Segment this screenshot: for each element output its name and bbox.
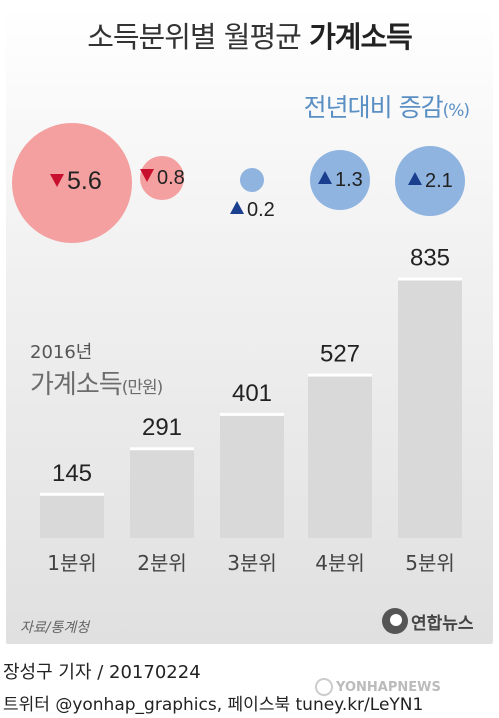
change-bubble-1: [12, 123, 132, 243]
bar-5: [398, 277, 462, 538]
change-label-1: 5.6: [67, 167, 102, 195]
change-label-4: 1.3: [335, 169, 363, 191]
chart-title: 소득분위별 월평균 가계소득: [0, 14, 499, 56]
bar-1: [40, 492, 104, 538]
increase-marker-icon-4: [318, 171, 332, 184]
change-bubble-5: [395, 146, 465, 216]
bar-4: [308, 373, 372, 538]
watermark: YONHAPNEWS: [315, 678, 441, 696]
income-name: 가계소득(만원): [30, 370, 164, 400]
change-label-2: 0.8: [157, 167, 185, 189]
change-bubble-4: [310, 150, 370, 210]
income-unit: (만원): [121, 378, 164, 398]
watermark-text: YONHAPNEWS: [336, 679, 441, 695]
change-label-3: 0.2: [247, 199, 275, 221]
yonhap-logo: 연합뉴스: [382, 608, 474, 634]
watermark-icon: [315, 678, 333, 696]
bar-top-highlight-4: [308, 373, 372, 377]
change-label-5: 2.1: [425, 170, 453, 192]
income-name-text: 가계소득: [30, 370, 123, 400]
decrease-marker-icon-2: [140, 169, 154, 182]
source-note: 자료/통계청: [20, 620, 90, 636]
bar-top-highlight-5: [398, 277, 462, 281]
bar-2: [130, 447, 194, 538]
category-label-1: 1분위: [47, 551, 97, 575]
value-label-3: 401: [232, 380, 272, 407]
change-unit: (%): [442, 101, 470, 121]
decrease-marker-icon-1: [50, 174, 64, 187]
bar-top-highlight-3: [220, 412, 284, 416]
category-label-2: 2분위: [137, 551, 187, 575]
category-label-5: 5분위: [405, 551, 455, 575]
value-label-4: 527: [320, 341, 360, 368]
value-label-2: 291: [142, 414, 182, 441]
title-bold: 가계소득: [309, 20, 413, 54]
bar-3: [220, 412, 284, 538]
social-line: 트위터 @yonhap_graphics, 페이스북 tuney.kr/LeYN…: [3, 695, 424, 715]
title-plain: 소득분위별 월평균: [87, 20, 310, 54]
income-year: 2016년: [30, 342, 93, 363]
increase-marker-icon-3: [230, 201, 244, 214]
change-bubble-2: [140, 156, 184, 200]
logo-mark-icon: [382, 608, 408, 634]
logo-text: 연합뉴스: [411, 613, 474, 634]
bar-top-highlight-1: [40, 492, 104, 496]
category-label-4: 4분위: [315, 551, 365, 575]
category-label-3: 3분위: [227, 551, 277, 575]
value-label-5: 835: [410, 244, 450, 271]
change-title: 전년대비 증감(%): [303, 88, 470, 124]
value-label-1: 145: [52, 460, 92, 487]
income-series-label: 2016년 가계소득(만원): [30, 338, 164, 401]
increase-marker-icon-5: [408, 172, 422, 185]
change-bubble-3: [240, 168, 264, 192]
credit-line: 장성구 기자 / 20170224: [3, 662, 201, 683]
change-title-text: 전년대비 증감: [303, 93, 444, 122]
bar-top-highlight-2: [130, 447, 194, 451]
